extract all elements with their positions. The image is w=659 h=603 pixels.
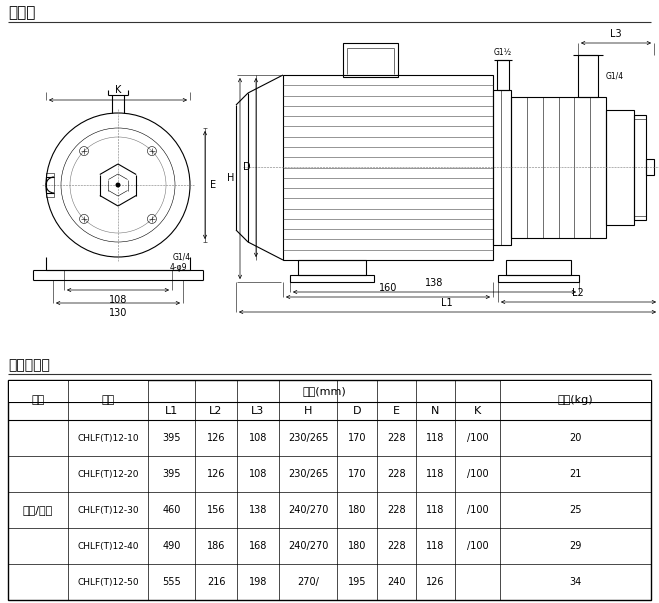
Text: 270/: 270/ xyxy=(297,577,319,587)
Text: 118: 118 xyxy=(426,433,445,443)
Text: 228: 228 xyxy=(387,433,406,443)
Text: 228: 228 xyxy=(387,505,406,515)
Bar xyxy=(634,115,646,220)
Text: 126: 126 xyxy=(207,469,225,479)
Bar xyxy=(500,380,650,402)
Text: /100: /100 xyxy=(467,505,488,515)
Bar xyxy=(606,110,634,225)
Text: CHLF(T)12-50: CHLF(T)12-50 xyxy=(77,578,139,587)
Text: 尺寸(mm): 尺寸(mm) xyxy=(302,386,346,396)
Text: 216: 216 xyxy=(207,577,225,587)
Text: 395: 395 xyxy=(162,469,181,479)
Bar xyxy=(343,43,398,77)
Bar xyxy=(506,260,571,275)
Bar xyxy=(46,173,54,197)
Text: 460: 460 xyxy=(162,505,181,515)
Text: 20: 20 xyxy=(569,433,582,443)
Text: 180: 180 xyxy=(348,505,366,515)
Text: /100: /100 xyxy=(467,433,488,443)
Text: G1/4: G1/4 xyxy=(173,253,191,262)
Text: /100: /100 xyxy=(467,541,488,551)
Bar xyxy=(9,380,67,402)
Text: 138: 138 xyxy=(249,505,267,515)
Text: L3: L3 xyxy=(251,406,265,416)
Text: 130: 130 xyxy=(109,308,127,318)
Text: 108: 108 xyxy=(249,433,267,443)
Circle shape xyxy=(115,183,121,188)
Text: 228: 228 xyxy=(387,469,406,479)
Text: 156: 156 xyxy=(207,505,225,515)
Bar xyxy=(578,55,598,97)
Text: E: E xyxy=(393,406,400,416)
Text: CHLF(T)12-10: CHLF(T)12-10 xyxy=(77,434,139,443)
Text: 118: 118 xyxy=(426,469,445,479)
Text: 240/270: 240/270 xyxy=(288,541,328,551)
Text: D: D xyxy=(243,162,251,172)
Text: 4-φ9: 4-φ9 xyxy=(170,264,188,273)
Text: N: N xyxy=(431,406,440,416)
Text: 118: 118 xyxy=(426,541,445,551)
Text: L2: L2 xyxy=(210,406,223,416)
Text: 240: 240 xyxy=(387,577,406,587)
Text: L1: L1 xyxy=(441,298,453,308)
Text: L3: L3 xyxy=(610,29,622,39)
Text: L1: L1 xyxy=(165,406,178,416)
Text: L2: L2 xyxy=(572,288,584,298)
Bar xyxy=(497,60,509,90)
Text: 490: 490 xyxy=(162,541,181,551)
Text: 170: 170 xyxy=(348,433,366,443)
Text: CHLF(T)12-40: CHLF(T)12-40 xyxy=(77,541,139,551)
Bar xyxy=(493,90,511,245)
Text: E: E xyxy=(210,180,216,190)
Text: /100: /100 xyxy=(467,469,488,479)
Text: H: H xyxy=(304,406,312,416)
Text: H: H xyxy=(227,173,234,183)
Bar xyxy=(69,380,148,402)
Text: 170: 170 xyxy=(348,469,366,479)
Text: 186: 186 xyxy=(207,541,225,551)
Text: 三相/单相: 三相/单相 xyxy=(23,505,53,515)
Text: G1/4: G1/4 xyxy=(606,72,624,80)
Text: 395: 395 xyxy=(162,433,181,443)
Text: 型号: 型号 xyxy=(101,395,115,405)
Text: 29: 29 xyxy=(569,541,582,551)
Text: 108: 108 xyxy=(249,469,267,479)
Text: 尺寸和重量: 尺寸和重量 xyxy=(8,358,50,372)
Text: 108: 108 xyxy=(109,295,127,305)
Text: K: K xyxy=(474,406,481,416)
Bar xyxy=(290,275,374,282)
Bar xyxy=(646,159,654,175)
Text: 138: 138 xyxy=(425,278,444,288)
Text: 198: 198 xyxy=(249,577,267,587)
Bar xyxy=(8,380,651,600)
Text: 230/265: 230/265 xyxy=(288,433,328,443)
Text: 重量(kg): 重量(kg) xyxy=(558,395,593,405)
Text: 555: 555 xyxy=(162,577,181,587)
Text: 126: 126 xyxy=(426,577,445,587)
Text: 25: 25 xyxy=(569,505,582,515)
Text: 安装图: 安装图 xyxy=(8,5,36,21)
Text: 34: 34 xyxy=(569,577,582,587)
Text: K: K xyxy=(115,85,121,95)
Bar xyxy=(298,260,366,275)
Bar xyxy=(283,75,493,260)
Text: D: D xyxy=(353,406,361,416)
Bar xyxy=(511,97,606,238)
Text: CHLF(T)12-30: CHLF(T)12-30 xyxy=(77,505,139,514)
Text: G1½: G1½ xyxy=(494,48,512,57)
Text: 230/265: 230/265 xyxy=(288,469,328,479)
Text: 126: 126 xyxy=(207,433,225,443)
Text: 电机: 电机 xyxy=(32,395,45,405)
Text: 240/270: 240/270 xyxy=(288,505,328,515)
Text: 118: 118 xyxy=(426,505,445,515)
Text: 228: 228 xyxy=(387,541,406,551)
Text: 180: 180 xyxy=(348,541,366,551)
Bar xyxy=(498,275,579,282)
Text: 160: 160 xyxy=(379,283,397,293)
Text: 21: 21 xyxy=(569,469,582,479)
Text: CHLF(T)12-20: CHLF(T)12-20 xyxy=(77,470,139,479)
Text: 168: 168 xyxy=(249,541,267,551)
Text: 195: 195 xyxy=(348,577,366,587)
